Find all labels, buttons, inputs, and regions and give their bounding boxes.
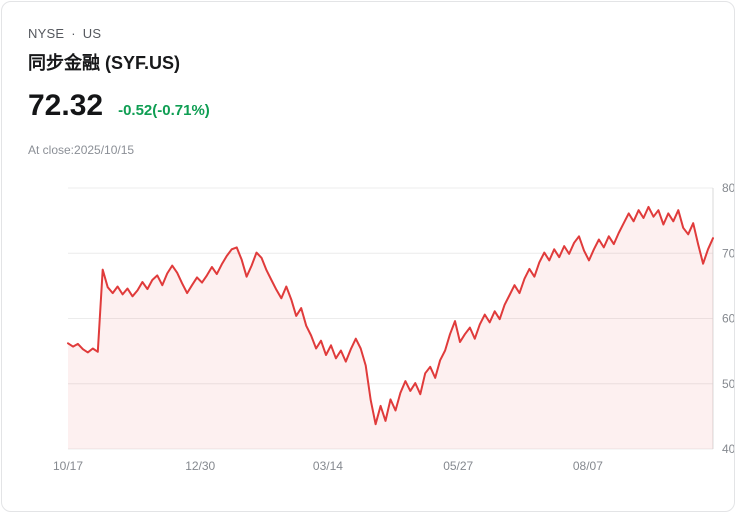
x-tick-label: 12/30 (185, 459, 215, 473)
y-tick-label: 50 (722, 377, 735, 391)
x-tick-label: 10/17 (53, 459, 83, 473)
separator-dot: · (71, 26, 76, 41)
y-tick-label: 70 (722, 246, 735, 260)
x-tick-label: 08/07 (573, 459, 603, 473)
exchange-label: NYSE (28, 26, 65, 41)
price-chart[interactable]: 40 50 60 70 80 10/17 12/30 03/14 05/27 08/07 (28, 178, 735, 478)
price-chart-svg[interactable]: 40 50 60 70 80 10/17 12/30 03/14 05/27 08/07 (28, 178, 735, 478)
last-price: 72.32 (28, 89, 104, 122)
price-change: -0.52(-0.71%) (118, 102, 210, 119)
y-tick-label: 80 (722, 181, 735, 195)
x-tick-label: 03/14 (313, 459, 343, 473)
x-tick-label: 05/27 (443, 459, 473, 473)
exchange-line: NYSE · US (28, 26, 734, 42)
region-label: US (82, 26, 102, 41)
price-row: 72.32 -0.52(-0.71%) (28, 88, 734, 129)
y-tick-label: 60 (722, 312, 735, 326)
price-area (68, 206, 713, 449)
stock-title: 同步金融 (SYF.US) (28, 53, 181, 73)
price-line (67, 205, 714, 426)
y-tick-label: 40 (722, 442, 735, 456)
as-of-label: At close:2025/10/15 (28, 143, 135, 157)
